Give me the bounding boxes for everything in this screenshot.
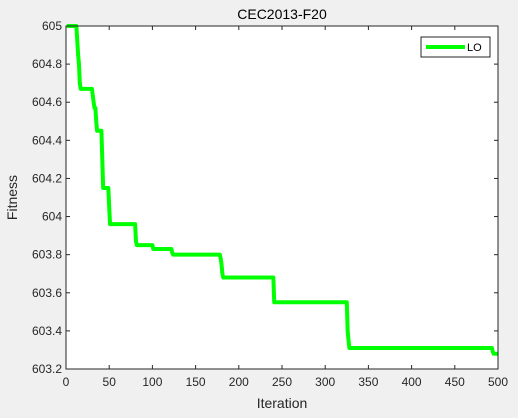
x-tick-label: 400 [402,375,422,389]
x-tick-label: 250 [272,375,292,389]
x-tick-label: 350 [358,375,378,389]
y-tick-label: 603.8 [32,248,62,262]
legend-label: LO [467,42,482,54]
y-tick-label: 603.2 [32,362,62,376]
y-tick-label: 603.6 [32,286,62,300]
y-tick-label: 605 [42,19,62,33]
x-tick-label: 50 [103,375,117,389]
y-tick-label: 604 [42,210,62,224]
series-line-lo [66,24,498,356]
chart-title: CEC2013-F20 [237,6,327,22]
x-tick-label: 300 [315,375,335,389]
y-tick-label: 604.8 [32,57,62,71]
y-tick-label: 603.4 [32,324,62,338]
series-layer [66,24,498,356]
y-axis-label: Fitness [4,175,20,220]
x-tick-label: 150 [186,375,206,389]
x-tick-label: 0 [63,375,70,389]
plot-border [65,25,499,370]
plot-area [66,26,498,369]
axis-ticks: 0 50 100 150 200 250 300 350 400 450 500 603.2 603.4… [32,19,508,389]
legend: LO [420,36,491,58]
x-tick-label: 100 [142,375,162,389]
x-tick-label: 450 [445,375,465,389]
y-tick-label: 604.2 [32,171,62,185]
x-tick-label: 200 [229,375,249,389]
x-tick-label: 500 [488,375,508,389]
y-tick-label: 604.6 [32,95,62,109]
y-tick-label: 604.4 [32,133,62,147]
x-axis-label: Iteration [257,395,308,411]
